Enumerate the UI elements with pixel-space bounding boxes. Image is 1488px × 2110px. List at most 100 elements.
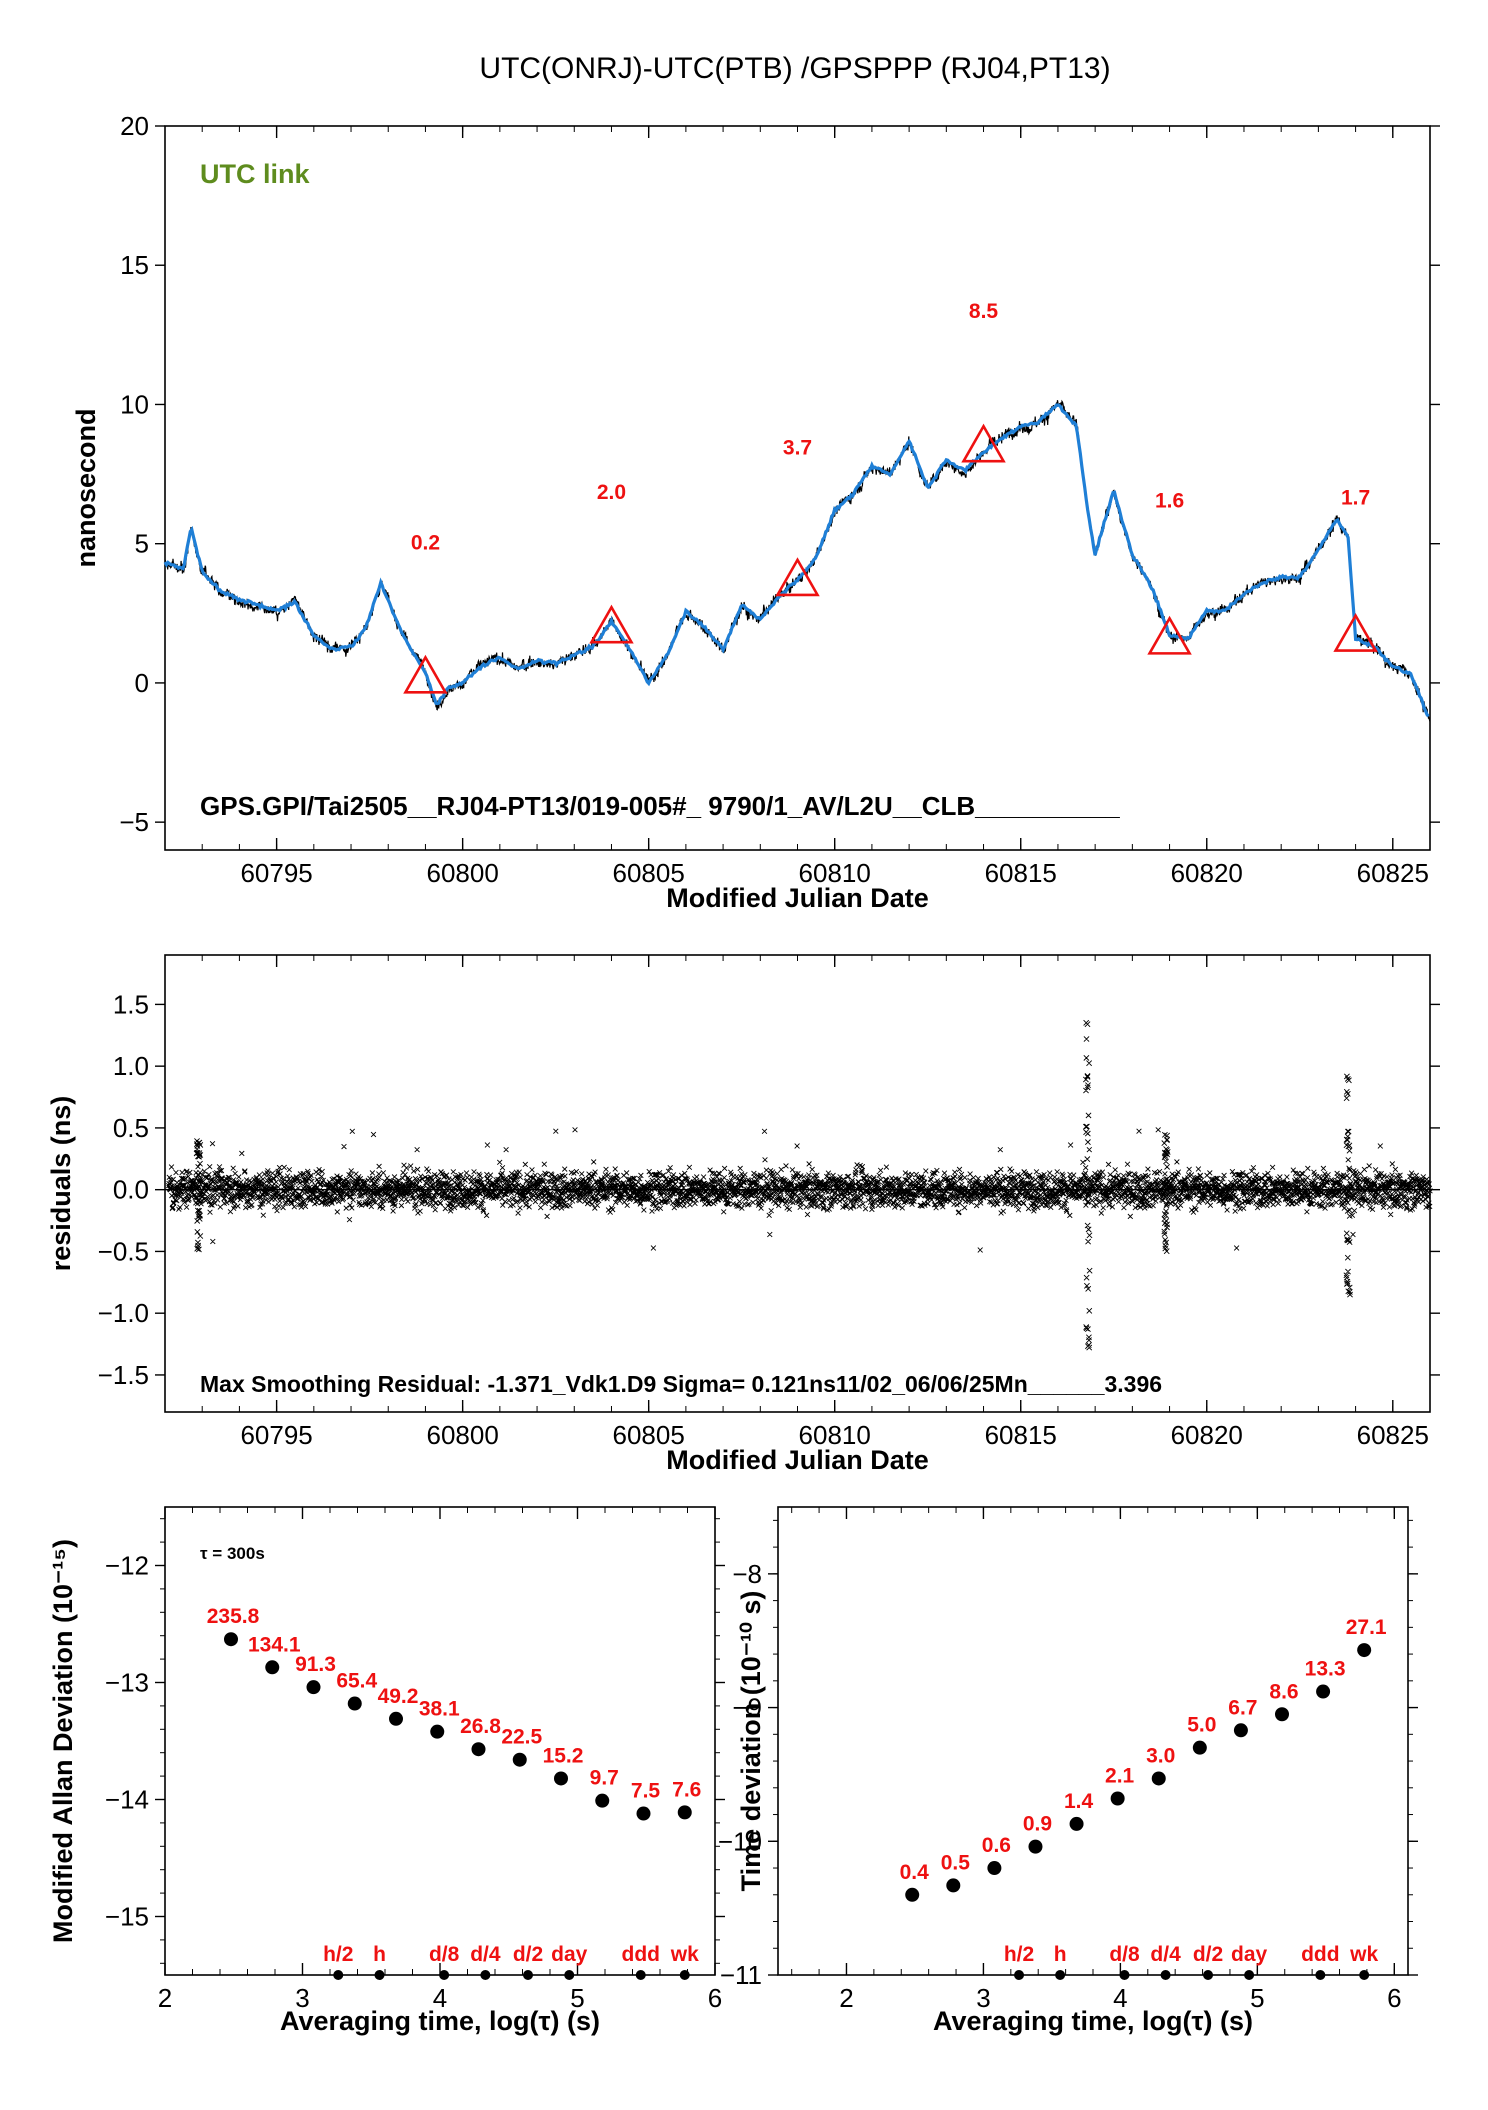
- time-mark-label: h: [1054, 1943, 1067, 1966]
- deviation-point: [1110, 1791, 1125, 1806]
- deviation-value-label: 3.0: [1146, 1744, 1175, 1767]
- deviation-value-label: 1.4: [1064, 1790, 1094, 1813]
- x-tick-label: 6: [708, 1983, 722, 2013]
- x-tick-label: 6: [1387, 1983, 1401, 2013]
- deviation-value-label: 91.3: [295, 1653, 336, 1676]
- x-tick-label: 3: [295, 1983, 309, 2013]
- time-mark-dot: [1119, 1970, 1130, 1980]
- time-deviation-chart: 2 3 4 5 6 −11 −10 −9 −8 Averaging time, log(τ) (s…: [718, 1506, 1418, 2036]
- y-tick-label: −5: [119, 807, 149, 837]
- y-tick-label: −0.5: [98, 1236, 149, 1266]
- x-tick-label: 60795: [240, 1420, 312, 1450]
- x-tick-label: 4: [433, 1983, 447, 2013]
- time-mark-label: wk: [1349, 1943, 1378, 1966]
- deviation-point: [224, 1632, 238, 1647]
- deviation-value-label: 235.8: [207, 1605, 260, 1628]
- deviation-value-label: 65.4: [336, 1670, 377, 1693]
- x-tick-label: 60820: [1171, 858, 1243, 888]
- triangle-marker: [1147, 615, 1192, 655]
- deviation-point: [265, 1660, 280, 1675]
- y-tick-label: −10: [718, 1826, 762, 1856]
- top-chart-utc-link: 60795 60800 60805 60810 60815 60820 60825 −5 0 5 1…: [71, 111, 1440, 913]
- time-mark-label: d/4: [470, 1943, 501, 1966]
- plot-frame: [164, 1506, 716, 1976]
- deviation-point: [306, 1680, 321, 1695]
- x-axis-label: Averaging time, log(τ) (s): [280, 2006, 600, 2036]
- deviation-value-label: 0.4: [900, 1861, 930, 1884]
- residual-annotation: Max Smoothing Residual: -1.371_Vdk1.D9 S…: [200, 1371, 1162, 1397]
- y-tick-label: 10: [120, 389, 149, 419]
- time-mark-dot: [1055, 1970, 1066, 1980]
- allan-deviation-chart: 2 3 4 5 6 −15 −14 −13 −12 Averaging time, log(τ) …: [48, 1506, 725, 2036]
- y-tick-label: 5: [135, 529, 149, 559]
- y-tick-label: −14: [105, 1785, 149, 1815]
- time-mark-label: h/2: [323, 1943, 353, 1966]
- deviation-value-label: 9.7: [590, 1767, 619, 1790]
- plot-frame: [164, 125, 1431, 851]
- y-tick-label: 0: [135, 668, 149, 698]
- y-tick-label: 1.0: [113, 1051, 149, 1081]
- y-tick-label: −11: [720, 1960, 762, 1990]
- x-tick-label: 60800: [426, 1420, 498, 1450]
- y-tick-label: −1.0: [98, 1298, 149, 1328]
- y-axis-label: Time deviation (10⁻¹⁰ s): [736, 1591, 766, 1892]
- x-tick-label: 5: [1250, 1983, 1264, 2013]
- time-mark-dot: [1203, 1970, 1214, 1980]
- deviation-value-label: 0.5: [941, 1851, 971, 1874]
- x-tick-label: 60820: [1171, 1420, 1243, 1450]
- time-mark-dot: [1160, 1970, 1171, 1980]
- deviation-point: [1192, 1740, 1207, 1755]
- time-mark-dot: [523, 1970, 533, 1980]
- time-mark-dot: [1359, 1970, 1370, 1980]
- deviation-point: [471, 1742, 486, 1757]
- x-tick-label: 2: [158, 1983, 172, 2013]
- time-mark-label: d/4: [1150, 1943, 1181, 1966]
- deviation-value-label: 27.1: [1346, 1616, 1387, 1639]
- deviation-value-label: 0.6: [982, 1834, 1011, 1857]
- utc-link-legend: UTC link: [200, 159, 310, 189]
- deviation-point: [1357, 1643, 1372, 1658]
- deviation-point: [430, 1724, 445, 1739]
- x-axis-label: Modified Julian Date: [666, 1445, 929, 1475]
- triangle-marker: [1333, 612, 1378, 652]
- main-title: UTC(ONRJ)-UTC(PTB) /GPSPPP (RJ04,PT13): [479, 52, 1110, 85]
- deviation-point: [595, 1793, 610, 1808]
- deviation-point: [1316, 1684, 1331, 1699]
- time-mark-dot: [374, 1970, 385, 1980]
- x-tick-label: 60825: [1357, 858, 1429, 888]
- marker-value-label: 1.7: [1341, 487, 1370, 510]
- time-mark-dot: [679, 1970, 690, 1980]
- residuals-chart: 60795 60800 60805 60810 60815 60820 60825 −1.5 −…: [46, 954, 1440, 1475]
- time-mark-label: ddd: [622, 1943, 660, 1966]
- marker-value-label: 1.6: [1155, 489, 1184, 512]
- triangle-marker: [589, 604, 634, 644]
- x-tick-label: 60810: [799, 858, 871, 888]
- deviation-value-label: 6.7: [1228, 1696, 1257, 1719]
- deviation-value-label: 49.2: [378, 1685, 419, 1708]
- y-tick-label: 1.5: [113, 989, 149, 1019]
- x-tick-label: 60795: [240, 858, 312, 888]
- time-mark-dot: [635, 1970, 646, 1980]
- x-tick-label: 2: [839, 1983, 853, 2013]
- deviation-point: [987, 1861, 1002, 1876]
- deviation-point: [1151, 1771, 1166, 1786]
- time-mark-dot: [439, 1970, 450, 1980]
- residual-points: [165, 1019, 1433, 1351]
- x-tick-label: 60825: [1357, 1420, 1429, 1450]
- time-mark-label: d/8: [429, 1943, 460, 1966]
- deviation-value-label: 5.0: [1187, 1714, 1216, 1737]
- y-tick-label: 0.0: [113, 1175, 149, 1205]
- y-tick-label: 15: [120, 250, 149, 280]
- deviation-point: [554, 1771, 568, 1786]
- time-mark-label: d/2: [513, 1943, 543, 1966]
- marker-value-label: 8.5: [969, 300, 999, 323]
- x-axis-label: Averaging time, log(τ) (s): [933, 2006, 1253, 2036]
- deviation-value-label: 15.2: [543, 1744, 584, 1767]
- y-axis-label: nanosecond: [71, 408, 101, 567]
- deviation-value-label: 8.6: [1269, 1680, 1298, 1703]
- deviation-value-label: 7.5: [631, 1780, 661, 1803]
- plot-frame: [777, 1506, 1409, 1976]
- x-tick-label: 60800: [426, 858, 498, 888]
- x-tick-label: 60805: [613, 1420, 685, 1450]
